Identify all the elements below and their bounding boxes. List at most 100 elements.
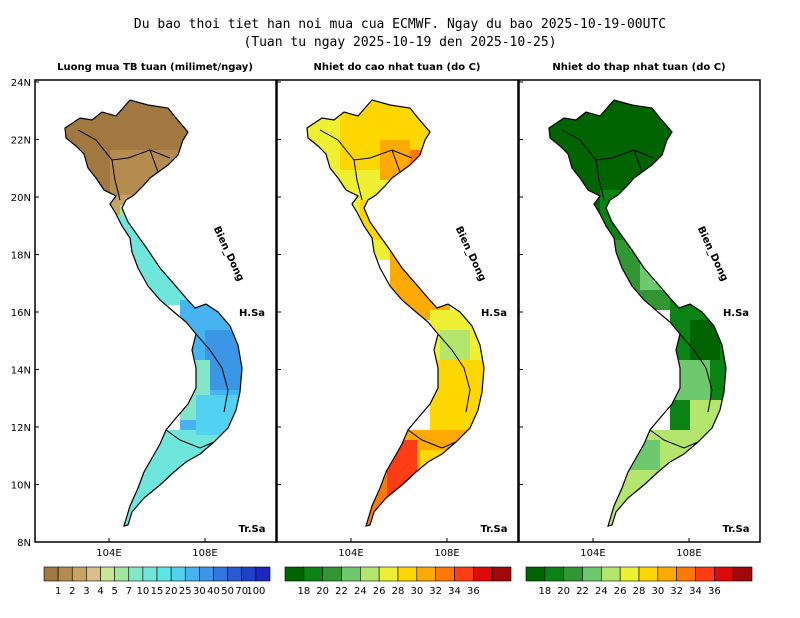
colorbar-label: 100 [246, 586, 265, 597]
colorbar-label: 40 [207, 586, 220, 597]
lat-tick-label: 10N [11, 481, 31, 492]
longitude-axis: 104E 108E 104E 108E 104E 108E [96, 538, 702, 559]
colorbar-label: 18 [297, 586, 310, 597]
tmin-colorbar: 18 20 22 24 26 28 30 32 34 36 [525, 566, 753, 597]
chart-title-line2: (Tuan tu ngay 2025-10-19 den 2025-10-25) [243, 35, 557, 50]
colorbar-label: 2 [69, 586, 75, 597]
colorbar-swatch [397, 566, 418, 582]
panel-rainfall [34, 79, 277, 543]
lat-tick-label: 12N [11, 423, 31, 434]
label-hoang-sa-3: H.Sa [723, 308, 749, 319]
label-hoang-sa-1: H.Sa [239, 308, 265, 319]
colorbar-swatch [114, 566, 130, 582]
colorbar-label: 24 [354, 586, 367, 597]
colorbar-label: 34 [448, 586, 461, 597]
colorbar-swatch [473, 566, 493, 582]
colorbar-swatch [213, 566, 228, 582]
colorbar-swatch [128, 566, 144, 582]
colorbar-swatch [322, 566, 342, 582]
colorbar-swatch [695, 566, 715, 582]
colorbar-label: 30 [410, 586, 423, 597]
colorbar-swatch [227, 566, 243, 582]
colorbar-label: 15 [151, 586, 164, 597]
colorbar-label: 5 [111, 586, 117, 597]
lat-tick-label: 20N [11, 193, 31, 204]
colorbar-swatch [676, 566, 696, 582]
colorbar-label: 20 [316, 586, 329, 597]
colorbar-label: 22 [335, 586, 348, 597]
colorbar-swatch [582, 566, 602, 582]
colorbar-swatch [156, 566, 172, 582]
colorbar-swatch [378, 566, 399, 582]
colorbar-swatch [43, 566, 59, 582]
colorbar-swatch [71, 566, 87, 582]
colorbar-label: 22 [576, 586, 589, 597]
lat-tick-label: 16N [11, 308, 31, 319]
colorbar-label: 25 [179, 586, 192, 597]
lon-tick-label: 104E [580, 548, 605, 559]
colorbar-label: 30 [651, 586, 664, 597]
colorbar-label: 20 [165, 586, 178, 597]
lon-tick-label: 108E [676, 548, 701, 559]
lat-tick-label: 18N [11, 251, 31, 262]
colorbar-swatch [184, 566, 200, 582]
colorbar-label: 32 [670, 586, 683, 597]
colorbar-swatch [563, 566, 583, 582]
colorbar-label: 26 [373, 586, 386, 597]
colorbar-label: 28 [633, 586, 646, 597]
colorbar-label: 36 [708, 586, 721, 597]
colorbar-label: 26 [614, 586, 627, 597]
colorbar-swatch [360, 566, 380, 582]
colorbar-swatch [100, 566, 115, 582]
tmax-colorbar: 18 20 22 24 26 28 30 32 34 36 [284, 566, 512, 597]
colorbar-swatch [619, 566, 640, 582]
colorbar-label: 30 [193, 586, 206, 597]
colorbar-swatch [454, 566, 474, 582]
lon-tick-label: 104E [338, 548, 363, 559]
colorbar-label: 7 [126, 586, 132, 597]
lat-tick-label: 22N [11, 136, 31, 147]
colorbar-swatch [714, 566, 734, 582]
colorbar-label: 4 [97, 586, 103, 597]
colorbar-swatch [732, 566, 753, 582]
panel-tmin [518, 79, 761, 543]
colorbar-swatch [601, 566, 621, 582]
lat-tick-label: 14N [11, 366, 31, 377]
colorbar-swatch [86, 566, 101, 582]
colorbar-label: 10 [137, 586, 150, 597]
colorbar-swatch [57, 566, 73, 582]
colorbar-label: 1 [55, 586, 61, 597]
colorbar-label: 24 [595, 586, 608, 597]
label-truong-sa-3: Tr.Sa [723, 524, 750, 535]
colorbar-swatch [255, 566, 271, 582]
lat-tick-label: 24N [11, 78, 31, 89]
colorbar-swatch [303, 566, 323, 582]
label-truong-sa-1: Tr.Sa [239, 524, 266, 535]
colorbar-label: 28 [392, 586, 405, 597]
lat-tick-label: 8N [17, 538, 31, 549]
colorbar-label: 34 [689, 586, 702, 597]
colorbar-swatch [142, 566, 158, 582]
colorbar-label: 70 [235, 586, 248, 597]
colorbar-label: 20 [557, 586, 570, 597]
colorbar-swatch [525, 566, 546, 582]
label-truong-sa-2: Tr.Sa [481, 524, 508, 535]
colorbar-swatch [416, 566, 436, 582]
panel-title-tmin: Nhiet do thap nhat tuan (do C) [552, 62, 725, 73]
label-hoang-sa-2: H.Sa [481, 308, 507, 319]
lon-tick-label: 108E [192, 548, 217, 559]
colorbar-label: 36 [467, 586, 480, 597]
panel-title-rainfall: Luong mua TB tuan (milimet/ngay) [57, 62, 253, 73]
lon-tick-label: 104E [96, 548, 121, 559]
lon-tick-label: 108E [434, 548, 459, 559]
colorbar-swatch [657, 566, 677, 582]
colorbar-swatch [638, 566, 659, 582]
colorbar-swatch [284, 566, 305, 582]
panel-tmax [276, 79, 519, 543]
colorbar-swatch [199, 566, 214, 582]
colorbar-swatch [544, 566, 564, 582]
colorbar-swatch [170, 566, 186, 582]
colorbar-swatch [435, 566, 455, 582]
colorbar-label: 3 [83, 586, 89, 597]
